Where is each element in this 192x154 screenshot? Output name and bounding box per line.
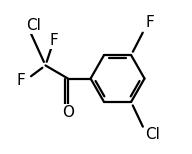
Text: F: F — [16, 73, 25, 88]
Text: F: F — [49, 32, 58, 48]
Text: Cl: Cl — [26, 18, 41, 33]
Text: O: O — [62, 105, 74, 120]
Text: F: F — [146, 15, 154, 30]
Text: Cl: Cl — [146, 127, 161, 142]
